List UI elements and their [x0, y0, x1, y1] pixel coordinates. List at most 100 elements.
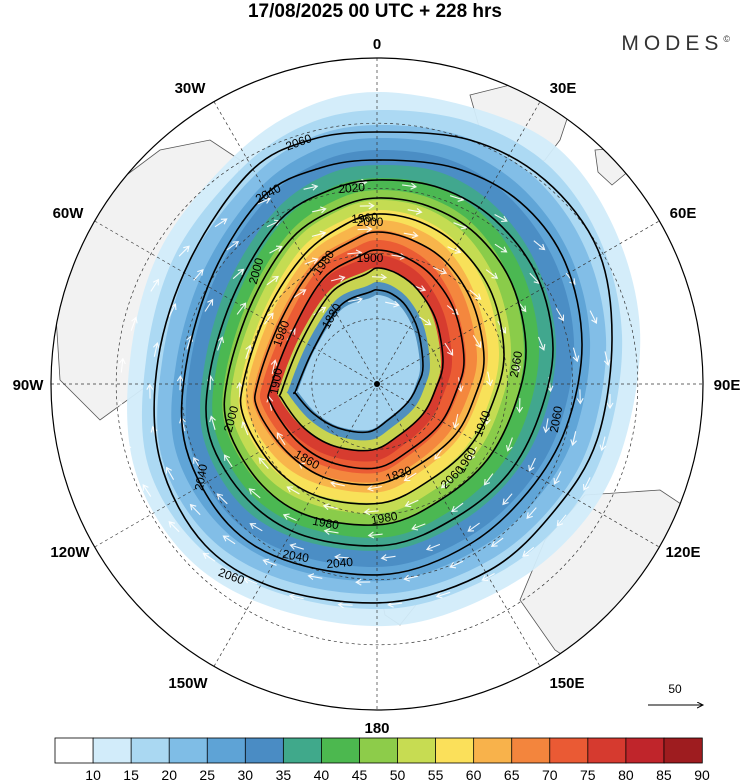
- wind-vector-arrow-41: [189, 503, 201, 516]
- colorbar-label-50: 50: [390, 767, 406, 782]
- colorbar-label-40: 40: [314, 767, 330, 782]
- wind-vector-arrow-124: [469, 446, 477, 461]
- wind-vector-arrow-78: [447, 246, 462, 254]
- wind-vector-arrow-13: [142, 484, 152, 497]
- wind-vector-arrow-115: [263, 312, 274, 325]
- wind-vector-arrow-19: [178, 245, 190, 257]
- wind-vector-arrow-105: [505, 437, 513, 452]
- colorbar-swatch-20: [130, 737, 170, 764]
- contour-label-14: 1980: [311, 514, 340, 532]
- height-contour-6: [267, 249, 465, 470]
- height-contours: [153, 131, 613, 604]
- wind-vector-arrow-122: [486, 371, 494, 387]
- longitude-label-60w: 60W: [53, 205, 85, 222]
- wind-vector-arrow-116: [293, 289, 307, 298]
- colorbar-label-65: 65: [504, 767, 520, 782]
- wind-vector-arrow-85: [451, 502, 464, 513]
- wind-vector-arrow-2: [582, 477, 591, 491]
- wind-band-20-16: [295, 294, 421, 431]
- wind-vector-arrow-113: [236, 382, 244, 398]
- wind-vector-arrow-127: [330, 480, 345, 488]
- wind-vector-arrow-140: [434, 447, 444, 460]
- wind-vector-arrow-24: [402, 182, 418, 190]
- wind-vector-arrow-45: [153, 341, 160, 357]
- colorbar-label-45: 45: [352, 767, 368, 782]
- wind-vector-arrow-73: [232, 268, 245, 280]
- wind-vector-arrow-44: [146, 383, 154, 399]
- colorbar-label-15: 15: [123, 767, 139, 782]
- wind-vector-arrow-63: [380, 554, 396, 562]
- colorbar-swatch-75: [549, 737, 589, 764]
- longitude-label-120w: 120W: [50, 544, 90, 561]
- wind-vector-arrow-89: [282, 513, 297, 522]
- brand-mark: ©: [723, 34, 730, 44]
- wind-vector-arrow-121: [472, 335, 482, 349]
- colorbar-swatch-90: [663, 737, 703, 764]
- longitude-label-30w: 30W: [175, 80, 207, 97]
- wind-vector-layer: [116, 178, 614, 609]
- wind-vector-arrow-86: [411, 523, 426, 531]
- wind-vector-arrow-33: [526, 507, 537, 520]
- wind-vector-arrow-136: [418, 316, 432, 326]
- colorbar-label-60: 60: [466, 767, 482, 782]
- contour-label-12: 2000: [221, 404, 242, 434]
- wind-vector-arrow-101: [469, 289, 482, 300]
- wind-vector-arrow-32: [553, 471, 562, 485]
- wind-vector-arrow-117: [330, 275, 346, 282]
- colorbar-label-35: 35: [276, 767, 292, 782]
- wind-vector-arrow-106: [440, 477, 453, 489]
- wind-vector-arrow-91: [223, 454, 233, 468]
- contour-label-18: 2040: [192, 463, 210, 492]
- contour-label-6: 1900: [357, 251, 384, 265]
- wind-vector-arrow-57: [572, 347, 580, 363]
- latitude-circle-2: [181, 188, 573, 580]
- wind-vector-arrow-12: [168, 521, 180, 533]
- wind-vector-arrow-0: [606, 394, 614, 410]
- wind-vector-arrow-30: [603, 351, 611, 367]
- wind-vector-arrow-8: [337, 601, 353, 609]
- height-contour-4: [239, 213, 505, 505]
- contour-label-3: 2000: [357, 215, 384, 229]
- wind-vector-arrow-66: [249, 523, 263, 532]
- wind-vector-arrow-18: [150, 278, 159, 292]
- wind-vector-arrow-52: [407, 207, 423, 215]
- longitude-label-60e: 60E: [670, 205, 697, 222]
- wind-vector-arrow-6: [435, 591, 451, 599]
- wind-vector-arrow-47: [193, 268, 204, 281]
- longitude-label-150e: 150E: [549, 675, 584, 692]
- wind-vector-arrow-104: [516, 398, 524, 414]
- longitude-label-90w: 90W: [13, 377, 45, 394]
- wind-vector-arrow-37: [355, 578, 371, 586]
- colorbar-swatch-10: [54, 737, 94, 764]
- colorbar-swatch-60: [435, 737, 475, 764]
- modes-logo: MODES©: [621, 32, 730, 56]
- height-contour-8: [293, 288, 424, 434]
- wind-vector-arrow-27: [533, 240, 546, 251]
- colorbar-swatch-50: [359, 737, 399, 764]
- wind-vector-arrow-64: [334, 553, 350, 561]
- wind-vector-arrow-88: [323, 528, 339, 535]
- wind-vector-arrow-90: [248, 488, 261, 499]
- wind-vector-arrow-134: [348, 296, 364, 304]
- colorbar-label-10: 10: [85, 767, 101, 782]
- wind-vector-arrow-31: [570, 431, 577, 447]
- wind-vector-arrow-62: [425, 543, 441, 552]
- height-contour-0: [153, 131, 613, 604]
- colorbar-swatch-70: [511, 737, 551, 764]
- contour-label-21: 2040: [281, 547, 310, 565]
- contour-label-5: 1960: [351, 210, 379, 226]
- colorbar-label-85: 85: [656, 767, 672, 782]
- colorbar-swatch-25: [168, 737, 208, 764]
- wind-vector-arrow-100: [433, 266, 448, 275]
- wind-vector-arrow-70: [176, 375, 184, 391]
- contour-label-24: 1980: [370, 509, 399, 527]
- colorbar-label-30: 30: [238, 767, 254, 782]
- longitude-label-150w: 150W: [168, 675, 208, 692]
- wind-vector-arrow-58: [576, 389, 584, 405]
- height-contour-1: [180, 159, 583, 576]
- colorbar-swatch-65: [473, 737, 513, 764]
- contour-label-2: 2020: [338, 180, 366, 196]
- wind-vector-arrow-96: [266, 275, 279, 286]
- colorbar-label-55: 55: [428, 767, 444, 782]
- south-pole-marker: [374, 381, 380, 387]
